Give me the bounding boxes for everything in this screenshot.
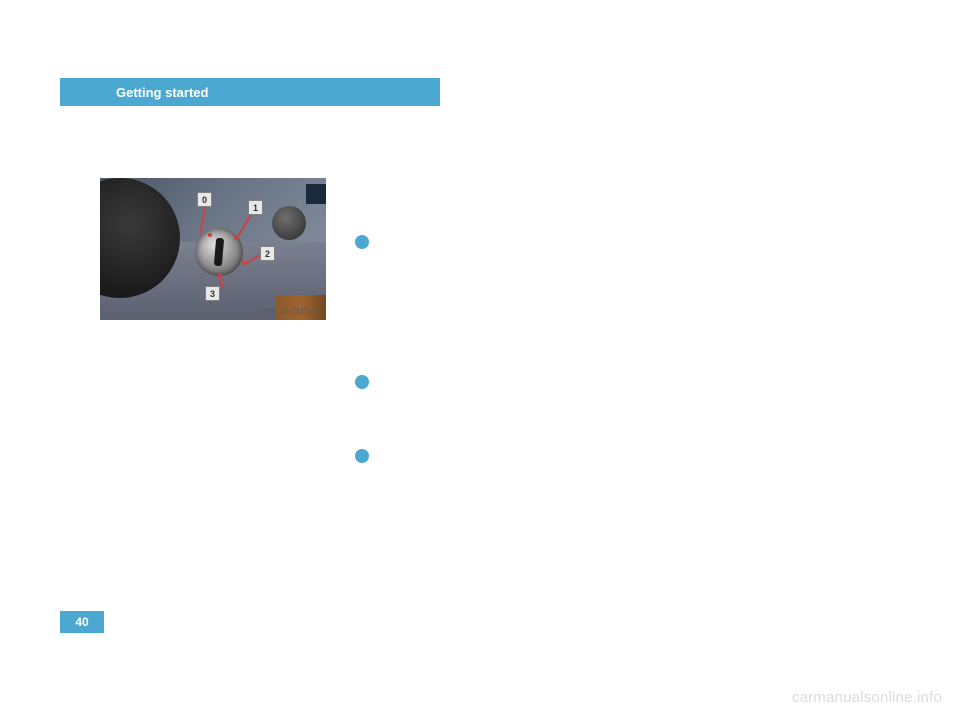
leader-line bbox=[236, 214, 251, 239]
callout-0: 0 bbox=[197, 192, 212, 207]
section-header: Getting started bbox=[60, 78, 440, 106]
callout-label: 1 bbox=[253, 203, 258, 213]
page-number: 40 bbox=[75, 615, 88, 629]
photo-reference: P15.10-2225-31 bbox=[263, 307, 320, 316]
leader-line bbox=[199, 207, 205, 235]
bullet-marker-0 bbox=[355, 235, 369, 249]
leader-dot bbox=[234, 236, 238, 240]
leader-dot bbox=[241, 260, 245, 264]
watermark: carmanualsonline.info bbox=[792, 689, 942, 706]
callout-label: 2 bbox=[265, 249, 270, 259]
photo-display bbox=[306, 184, 326, 204]
callout-3: 3 bbox=[205, 286, 220, 301]
callout-label: 3 bbox=[210, 289, 215, 299]
leader-dot bbox=[218, 273, 222, 277]
page-number-tab: 40 bbox=[60, 611, 104, 633]
leader-dot bbox=[208, 233, 212, 237]
section-title: Getting started bbox=[116, 85, 208, 100]
photo-vent bbox=[272, 206, 306, 240]
bullet-marker-1 bbox=[355, 375, 369, 389]
callout-1: 1 bbox=[248, 200, 263, 215]
callout-2: 2 bbox=[260, 246, 275, 261]
ignition-photo: 0 1 2 3 P15.10-2225-31 bbox=[100, 178, 326, 320]
bullet-marker-2 bbox=[355, 449, 369, 463]
ignition-slot bbox=[214, 238, 224, 267]
callout-label: 0 bbox=[202, 195, 207, 205]
